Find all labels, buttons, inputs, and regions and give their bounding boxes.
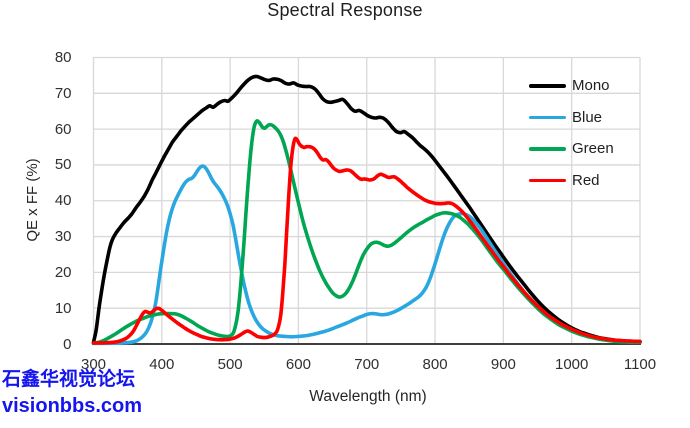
watermark-site-url: visionbbs.com	[2, 395, 143, 417]
legend-line-icon-red	[529, 178, 566, 183]
x-tick-label-900: 900	[490, 356, 516, 373]
x-axis-title: Wavelength (nm)	[309, 388, 427, 405]
legend-label-blue: Blue	[572, 108, 603, 126]
legend-label-red: Red	[572, 172, 600, 190]
series-line-mono	[91, 74, 642, 344]
y-tick-label-50: 50	[54, 156, 72, 174]
legend-line-icon-blue	[529, 115, 566, 120]
series-line-green	[91, 119, 642, 346]
y-tick-label-60: 60	[54, 120, 72, 138]
y-tick-label-0: 0	[63, 335, 72, 353]
x-tick-label-1000: 1000	[555, 356, 589, 373]
y-tick-label-30: 30	[54, 228, 72, 246]
y-tick-label-70: 70	[54, 84, 72, 102]
legend-item-mono: Mono	[529, 70, 614, 102]
legend-line-icon-green	[529, 147, 566, 151]
legend-item-blue: Blue	[529, 102, 614, 134]
x-tick-label-700: 700	[354, 356, 380, 373]
chart-title: Spectral Response	[267, 0, 423, 20]
legend-label-green: Green	[572, 140, 614, 158]
y-tick-label-10: 10	[54, 299, 72, 317]
x-tick-label-800: 800	[422, 356, 448, 373]
legend: Mono Blue Green Red	[529, 70, 614, 196]
watermark-forum-name: 石鑫华视觉论坛	[2, 369, 136, 390]
legend-item-red: Red	[529, 165, 614, 197]
legend-line-icon-mono	[529, 84, 566, 88]
y-tick-label-40: 40	[54, 192, 72, 210]
series-line-red	[91, 136, 642, 345]
y-tick-label-20: 20	[54, 263, 72, 281]
y-tick-label-80: 80	[54, 49, 72, 66]
x-tick-label-500: 500	[217, 356, 243, 373]
x-tick-label-400: 400	[149, 356, 175, 373]
x-tick-label-600: 600	[285, 356, 311, 373]
legend-label-mono: Mono	[572, 77, 610, 95]
x-tick-label-300: 300	[80, 356, 107, 373]
x-tick-label-1100: 1100	[623, 356, 657, 373]
legend-item-green: Green	[529, 133, 614, 165]
